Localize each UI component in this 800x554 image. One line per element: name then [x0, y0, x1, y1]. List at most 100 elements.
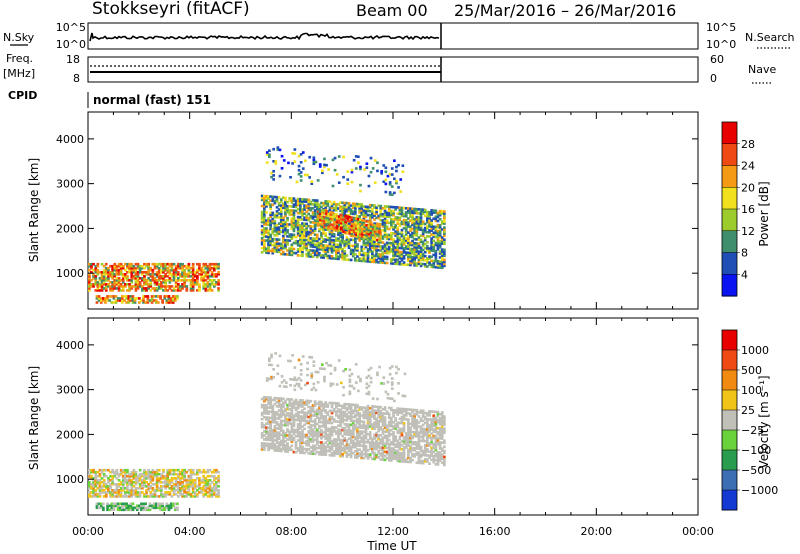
echo-cell — [342, 175, 345, 179]
echo-cell — [339, 412, 342, 416]
echo-cell — [309, 416, 313, 419]
echo-cell — [333, 214, 337, 217]
echo-cell — [421, 244, 425, 248]
echo-cell — [366, 258, 370, 261]
echo-cell — [288, 223, 292, 226]
echo-cell — [132, 468, 136, 472]
echo-cell — [196, 472, 199, 476]
echo-cell — [381, 424, 385, 427]
echo-cell — [136, 287, 140, 290]
echo-cell — [307, 436, 311, 439]
echo-cell — [385, 452, 389, 456]
echo-cell — [404, 438, 408, 441]
echo-cell — [375, 433, 378, 437]
echo-cell — [166, 481, 170, 484]
echo-cell — [282, 230, 285, 234]
echo-cell — [275, 244, 279, 247]
echo-cell — [398, 242, 402, 246]
echo-cell — [288, 233, 292, 236]
echo-cell — [382, 180, 386, 183]
echo-cell — [315, 442, 319, 446]
echo-cell — [217, 489, 220, 492]
echo-cell — [423, 208, 427, 212]
echo-cell — [351, 250, 355, 254]
echo-cell — [325, 212, 328, 215]
echo-cell — [185, 493, 189, 496]
echo-cell — [167, 295, 171, 298]
echo-cell — [166, 491, 170, 494]
echo-cell — [409, 213, 412, 216]
echo-cell — [157, 481, 161, 484]
echo-cell — [292, 197, 296, 200]
echo-cell — [154, 504, 158, 508]
echo-cell — [292, 424, 296, 428]
echo-cell — [147, 495, 150, 498]
echo-cell — [142, 504, 145, 508]
echo-cell — [417, 242, 421, 245]
echo-cell — [434, 235, 438, 239]
echo-cell — [162, 279, 165, 282]
echo-cell — [332, 200, 336, 204]
echo-cell — [119, 266, 123, 270]
echo-cell — [100, 279, 104, 282]
echo-cell — [356, 442, 359, 445]
echo-cell — [112, 508, 116, 512]
echo-cell — [141, 273, 144, 276]
echo-cell — [282, 252, 285, 256]
echo-cell — [167, 299, 171, 302]
echo-cell — [305, 244, 308, 248]
echo-cell — [286, 418, 289, 421]
echo-cell — [368, 415, 372, 418]
echo-cell — [294, 221, 298, 225]
echo-cell — [124, 468, 127, 472]
echo-cell — [331, 211, 335, 215]
echo-cell — [208, 268, 212, 272]
echo-cell — [279, 226, 283, 230]
echo-cell — [284, 446, 287, 449]
echo-cell — [407, 422, 410, 425]
echo-cell — [269, 402, 272, 406]
echo-cell — [167, 508, 171, 512]
echo-cell — [196, 281, 199, 284]
echo-cell — [162, 281, 165, 284]
echo-cell — [299, 443, 302, 446]
echo-cell — [332, 454, 336, 457]
nsearch-tick-bottom: 10^0 — [706, 38, 736, 51]
echo-cell — [383, 249, 387, 253]
echo-cell — [279, 429, 283, 433]
echo-cell — [343, 201, 347, 205]
echo-cell — [375, 212, 378, 216]
echo-cell — [313, 213, 317, 216]
echo-cell — [147, 266, 150, 270]
echo-cell — [200, 489, 203, 492]
echo-cell — [305, 228, 308, 232]
echo-cell — [360, 436, 364, 440]
echo-cell — [392, 248, 395, 251]
echo-cell — [166, 275, 170, 278]
echo-cell — [208, 487, 212, 490]
echo-cell — [289, 176, 292, 179]
echo-cell — [396, 232, 400, 235]
echo-cell — [396, 230, 400, 233]
echo-cell — [273, 449, 277, 452]
echo-cell — [106, 299, 109, 302]
echo-cell — [183, 271, 186, 274]
echo-cell — [117, 277, 121, 280]
echo-cell — [198, 273, 201, 276]
echo-cell — [153, 277, 157, 280]
echo-cell — [260, 214, 264, 218]
echo-cell — [361, 221, 364, 224]
echo-cell — [326, 433, 330, 437]
echo-cell — [366, 422, 370, 426]
echo-cell — [331, 223, 335, 227]
echo-cell — [301, 254, 304, 258]
echo-cell — [392, 411, 395, 414]
echo-cell — [354, 437, 357, 441]
echo-cell — [274, 162, 278, 165]
echo-cell — [167, 504, 171, 508]
echo-cell — [385, 221, 389, 224]
echo-cell — [94, 495, 98, 498]
echo-cell — [104, 468, 108, 472]
echo-cell — [339, 245, 342, 249]
echo-cell — [322, 254, 325, 257]
